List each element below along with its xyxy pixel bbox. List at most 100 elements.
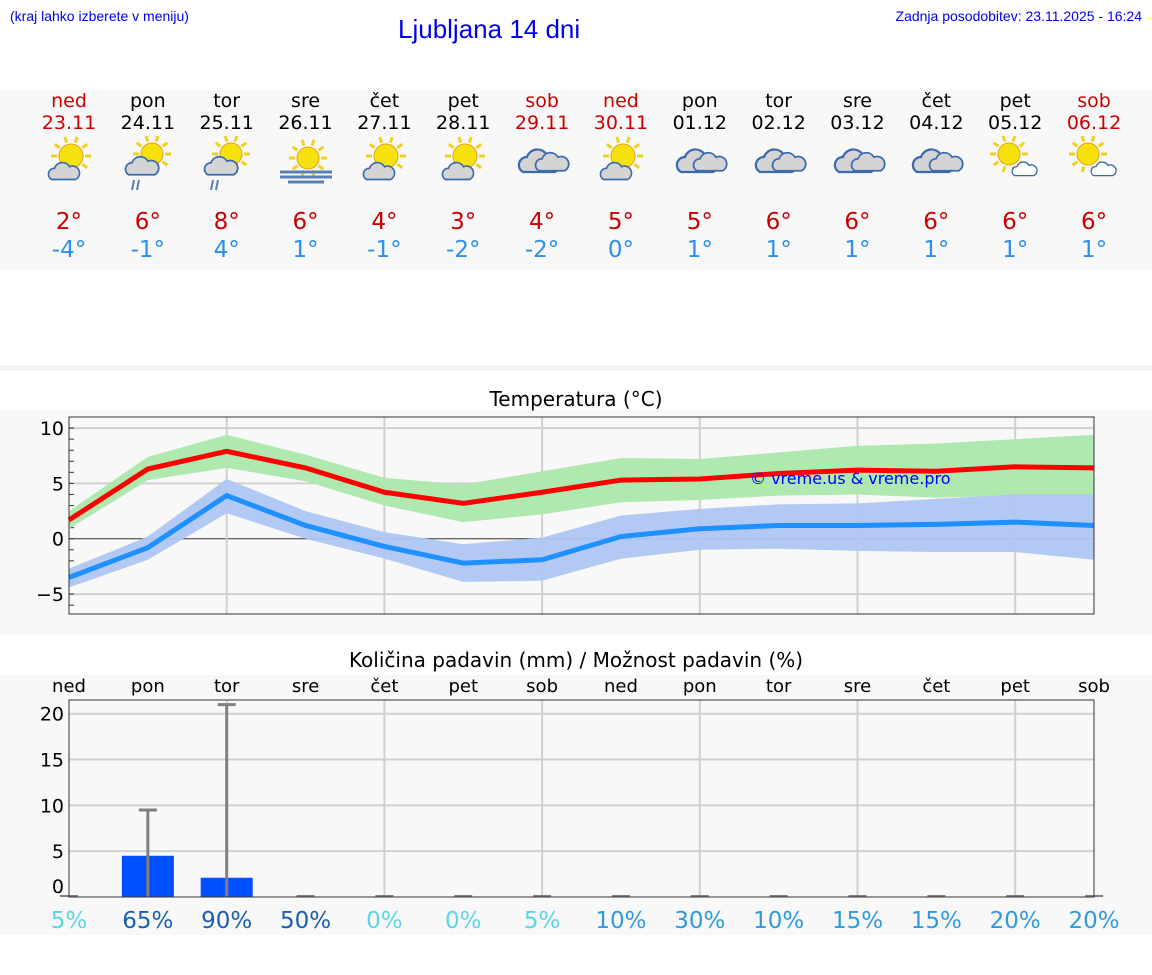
cloud-icon [771,151,807,172]
day-name: sre [291,90,321,112]
precip-probability: 90% [201,908,252,934]
day-column: tor 02.12 6° 1° [739,90,819,264]
day-column: sob 29.11 4° -2° [502,90,582,264]
y-tick-label: 0 [52,876,64,898]
daily-forecast-panel [0,90,1152,270]
day-date: 29.11 [514,112,570,134]
x-day-label: pet [448,676,478,697]
weather-icon-sun-fog [279,139,332,184]
x-day-label: sob [1078,676,1110,697]
x-day-label: ned [52,676,86,697]
x-day-label: tor [214,676,240,697]
x-day-label: čet [922,676,950,697]
day-date: 28.11 [436,112,491,134]
day-date: 27.11 [357,112,412,134]
weather-icon-sun-cloud [47,136,91,181]
day-date: 25.11 [199,112,254,134]
weather-icon-sun-cloud-rain [124,136,171,191]
cloud-icon [534,151,570,172]
y-tick-label: −5 [36,584,64,606]
day-name: tor [213,90,241,112]
region-menu-hint: (kraj lahko izberete v meniju) [10,8,189,24]
cloud-icon [203,155,239,176]
day-column: ned 30.11 5° 0° [581,90,661,264]
plot-area [69,700,1094,897]
day-name: pet [999,90,1031,112]
y-tick-label: 0 [52,529,64,551]
min-temp: -2° [524,237,560,263]
day-column: čet 04.12 6° 1° [896,90,976,264]
cloud-icon [47,161,81,181]
cloud-icon [692,151,728,172]
max-temp: 2° [55,209,83,235]
day-name: čet [921,90,952,112]
day-name: pon [681,90,718,112]
precip-probability: 20% [1068,908,1119,934]
max-temp: 4° [529,209,556,235]
max-temp: 3° [450,209,477,235]
day-date: 05.12 [987,112,1043,134]
day-date: 04.12 [909,112,964,134]
precipitation-chart: ned pon tor sre čet pet sob ned pon tor sre čet pet s… [40,676,1120,934]
day-name: ned [603,90,639,112]
max-temp: 8° [213,209,240,235]
sun-icon [1069,136,1108,173]
page-title: Ljubljana 14 dni [398,14,581,44]
max-temp: 5° [686,209,713,235]
min-temp: 1° [844,237,871,263]
min-temp: -2° [446,237,481,263]
y-tick-label: 10 [40,418,64,440]
divider [0,365,1152,371]
weather-icon-sun-cloud [441,136,486,181]
day-column: sre 26.11 6° 1° [266,90,346,264]
min-temp: 1° [686,237,713,263]
max-temp: 6° [134,209,161,235]
temperature-chart-title: Temperatura (°C) [489,387,663,411]
watermark: © vreme.us & vreme.pro [750,469,951,488]
y-tick-label: 10 [40,795,64,817]
x-day-label: pon [131,676,165,697]
min-temp: 1° [1002,237,1029,263]
min-temp-band [69,478,1095,588]
x-day-label: tor [766,676,792,697]
weather-icon-cloudy [833,148,886,174]
weather-icon-sun-cloud-rain [203,136,250,191]
plot-frame [68,699,1095,898]
cloud-icon [1090,161,1117,177]
day-column: tor 25.11 8° 4° [187,90,267,264]
plot-frame [68,416,1095,615]
precip-probability: 15% [832,908,883,934]
day-name: čet [369,90,400,112]
y-tick-label: 5 [52,841,64,863]
y-tick-label: 5 [52,473,64,495]
day-date: 03.12 [830,112,885,134]
precip-probability: 15% [911,908,962,934]
day-column: pet 28.11 3° -2° [423,90,503,264]
cloud-icon [850,151,886,172]
weather-icon-cloudy [912,148,964,174]
day-date: 01.12 [672,112,727,134]
min-temp: 1° [292,237,319,263]
cloud-icon [124,155,160,176]
rain-icon [130,179,140,191]
weather-icon-cloudy [517,148,570,174]
min-temp: 1° [1080,237,1108,263]
weather-icon-cloudy [754,148,807,174]
precipitation-chart-title: Količina padavin (mm) / Možnost padavin … [348,648,804,672]
day-name: sre [843,90,872,112]
max-temp-band [69,434,1095,529]
day-name: pon [129,90,166,112]
cloud-icon [929,151,964,172]
weather-icon-cloudy [675,148,728,174]
min-temp: 4° [213,237,240,263]
day-name: tor [765,90,793,112]
weather-icon-sun-cloud [362,136,407,181]
day-name: sob [1077,90,1111,112]
day-column: ned 23.11 2° -4° [29,90,109,264]
max-temp: 4° [371,209,398,235]
day-date: 26.11 [278,112,333,134]
max-temp: 6° [1080,209,1108,235]
y-tick-label: 15 [40,750,64,772]
x-day-label: pon [683,676,717,697]
max-temp-line [67,448,1095,523]
